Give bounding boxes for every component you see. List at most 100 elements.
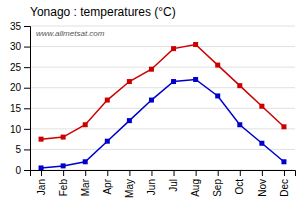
x-tick: Sep: [212, 170, 223, 197]
y-tick-mark: [24, 88, 30, 89]
annotation: www.allmetsat.com: [36, 29, 105, 38]
x-tick-label: Sep: [212, 179, 223, 197]
y-tick-label: 35: [10, 21, 22, 32]
y-tick-mark: [24, 26, 30, 27]
marker: [237, 122, 242, 127]
marker: [39, 165, 44, 170]
x-tick: Jan: [36, 170, 47, 195]
x-tick-mark: [151, 170, 152, 176]
y-tick-mark: [24, 67, 30, 68]
x-tick: May: [124, 170, 135, 198]
y-tick-label: 15: [10, 103, 22, 114]
y-tick: 10: [10, 124, 30, 135]
marker: [193, 77, 198, 82]
x-tick: Oct: [234, 170, 245, 195]
marker: [171, 46, 176, 51]
x-tick-mark: [107, 170, 108, 176]
line: [41, 79, 284, 167]
marker: [127, 118, 132, 123]
y-axis-line: [24, 27, 31, 171]
grid-line: [30, 128, 295, 129]
marker: [61, 135, 66, 140]
marker: [237, 83, 242, 88]
y-tick-label: 0: [15, 165, 21, 176]
x-tick: Mar: [80, 170, 91, 196]
y-axis: 0 5 10 15 20 25 30 35: [10, 21, 31, 176]
x-tick-mark: [240, 170, 241, 176]
x-tick: Dec: [279, 170, 290, 197]
x-tick: Nov: [257, 170, 268, 197]
x-tick-label: Apr: [102, 178, 113, 194]
x-tick-mark: [174, 170, 175, 176]
x-tick-label: Mar: [80, 178, 91, 196]
line: [41, 45, 284, 140]
grid-line: [30, 46, 295, 47]
x-tick-mark: [85, 170, 86, 176]
grid-line: [30, 87, 295, 88]
x-tick-label: Jan: [36, 179, 47, 195]
y-tick-label: 30: [10, 41, 22, 52]
y-tick-mark: [24, 149, 30, 150]
x-tick: Aug: [190, 170, 201, 197]
marker: [105, 98, 110, 103]
x-tick-label: Jun: [146, 179, 157, 195]
x-tick-label: Nov: [257, 179, 268, 197]
x-tick-mark: [196, 170, 197, 176]
y-tick: 35: [10, 21, 30, 32]
marker: [149, 98, 154, 103]
x-tick: Apr: [102, 170, 113, 195]
plot: 0 5 10 15 20 25 30 35 Jan Feb Mar Apr May Jun Jul Aug Se…: [10, 21, 296, 198]
y-tick-mark: [24, 108, 30, 109]
x-tick-label: Aug: [190, 179, 201, 197]
marker: [281, 159, 286, 164]
y-tick-label: 5: [15, 144, 21, 155]
y-tick: 20: [10, 82, 30, 93]
marker: [127, 79, 132, 84]
marker: [193, 42, 198, 47]
x-tick-mark: [129, 170, 130, 176]
y-tick-mark: [24, 47, 30, 48]
y-tick-label: 10: [10, 124, 22, 135]
marker: [83, 159, 88, 164]
y-tick-label: 25: [10, 62, 22, 73]
marker: [105, 139, 110, 144]
x-axis-line: [31, 171, 296, 177]
marker: [83, 122, 88, 127]
x-tick-mark: [218, 170, 219, 176]
x-tick-label: Feb: [58, 179, 69, 197]
x-tick-label: Oct: [234, 179, 245, 195]
y-tick-label: 20: [10, 82, 22, 93]
marker: [61, 163, 66, 168]
x-tick-label: Dec: [279, 179, 290, 197]
grid-line: [30, 26, 295, 27]
y-tick-mark: [24, 129, 30, 130]
x-axis: Jan Feb Mar Apr May Jun Jul Aug Sep Oct Nov Dec: [31, 170, 296, 198]
marker: [39, 137, 44, 142]
x-tick-mark: [63, 170, 64, 176]
series: [39, 77, 287, 170]
y-tick: 0: [15, 165, 30, 176]
x-tick-mark: [41, 170, 42, 176]
series: [39, 42, 287, 142]
grid: [30, 26, 295, 170]
y-tick: 15: [10, 103, 30, 114]
marker: [259, 141, 264, 146]
title: Yonago : temperatures (°C): [30, 5, 176, 19]
x-tick: Feb: [58, 170, 69, 196]
x-tick: Jul: [168, 170, 179, 192]
marks: [39, 42, 287, 170]
marker: [215, 63, 220, 68]
marker: [171, 79, 176, 84]
chart: Yonago : temperatures (°C) 0 5 10 15 20 25 30 35…: [0, 0, 305, 200]
grid-line: [30, 149, 295, 150]
x-tick-label: May: [124, 179, 135, 198]
y-tick: 25: [10, 62, 30, 73]
marker: [149, 67, 154, 72]
x-tick: Jun: [146, 170, 157, 195]
y-tick-mark: [24, 170, 30, 171]
y-tick: 30: [10, 41, 30, 52]
y-tick: 5: [15, 144, 30, 155]
grid-line: [30, 67, 295, 68]
marker: [259, 104, 264, 109]
marker: [281, 124, 286, 129]
